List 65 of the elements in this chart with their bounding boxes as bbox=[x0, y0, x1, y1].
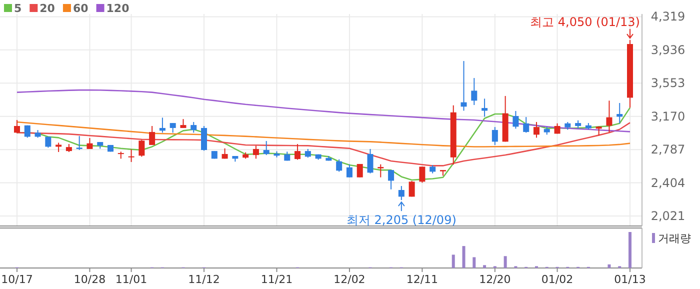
x-tick-label: 12/02 bbox=[334, 273, 366, 286]
x-tick-label: 12/11 bbox=[406, 273, 438, 286]
candlestick bbox=[408, 180, 415, 198]
x-tick-label: 10/17 bbox=[1, 273, 33, 286]
x-tick-label: 11/21 bbox=[260, 273, 293, 286]
candlestick bbox=[471, 78, 478, 106]
x-tick-label: 10/28 bbox=[74, 273, 106, 286]
annotation: 최고 4,050 (01/13) bbox=[530, 15, 640, 30]
bar bbox=[462, 246, 466, 268]
candlestick bbox=[512, 110, 519, 130]
bar bbox=[608, 264, 611, 268]
y-tick-label: 4,319 bbox=[650, 10, 686, 24]
y-tick-label: 3,553 bbox=[650, 76, 686, 90]
x-tick-label: 11/12 bbox=[188, 273, 220, 286]
candlestick bbox=[336, 158, 342, 172]
candlestick bbox=[294, 144, 301, 160]
legend-label: 60 bbox=[72, 2, 89, 15]
candlestick bbox=[460, 60, 467, 112]
candlestick bbox=[190, 121, 197, 134]
y-tick-label: 2,787 bbox=[650, 142, 686, 157]
candlestick bbox=[492, 126, 498, 146]
x-tick-label: 01/13 bbox=[614, 273, 646, 286]
y-tick-label: 3,936 bbox=[650, 42, 686, 57]
candlestick bbox=[356, 163, 363, 178]
candlestick bbox=[616, 102, 623, 124]
candlestick bbox=[56, 142, 62, 153]
candlestick bbox=[263, 140, 270, 156]
legend-label: 20 bbox=[40, 2, 56, 15]
candlestick bbox=[201, 125, 208, 152]
candlestick bbox=[24, 124, 30, 138]
candlestick bbox=[367, 148, 374, 174]
candlestick bbox=[149, 125, 156, 146]
legend-label: 거래량 bbox=[658, 232, 691, 245]
candlestick bbox=[606, 100, 612, 133]
candlestick bbox=[378, 164, 384, 178]
candlestick bbox=[533, 121, 540, 138]
candlestick bbox=[170, 122, 176, 134]
annotation: 최저 2,205 (12/09) bbox=[346, 213, 456, 228]
candlestick bbox=[252, 145, 259, 160]
candlestick bbox=[419, 166, 426, 184]
bar bbox=[483, 265, 486, 268]
x-tick-label: 11/01 bbox=[115, 273, 148, 286]
bar bbox=[472, 257, 476, 268]
legend-label: 120 bbox=[106, 2, 130, 15]
candlestick bbox=[128, 148, 134, 162]
candlestick bbox=[523, 116, 530, 134]
candlestick bbox=[76, 136, 82, 151]
candlestick bbox=[159, 117, 166, 134]
candlestick bbox=[138, 140, 145, 158]
bar bbox=[452, 254, 455, 268]
candlestick bbox=[86, 138, 93, 150]
bar bbox=[628, 232, 632, 268]
bar bbox=[504, 256, 507, 268]
candlestick bbox=[45, 136, 52, 148]
candlestick bbox=[346, 164, 352, 178]
candlestick bbox=[14, 120, 20, 134]
y-tick-label: 2,021 bbox=[650, 209, 686, 224]
x-tick-label: 12/20 bbox=[479, 273, 511, 286]
y-tick-label: 2,404 bbox=[650, 176, 686, 190]
candlestick bbox=[388, 170, 394, 190]
candlestick bbox=[398, 186, 404, 201]
y-tick-label: 3,170 bbox=[650, 109, 686, 124]
candlestick bbox=[482, 98, 488, 118]
legend-label: 5 bbox=[14, 2, 22, 15]
x-tick-label: 01/02 bbox=[541, 273, 574, 286]
